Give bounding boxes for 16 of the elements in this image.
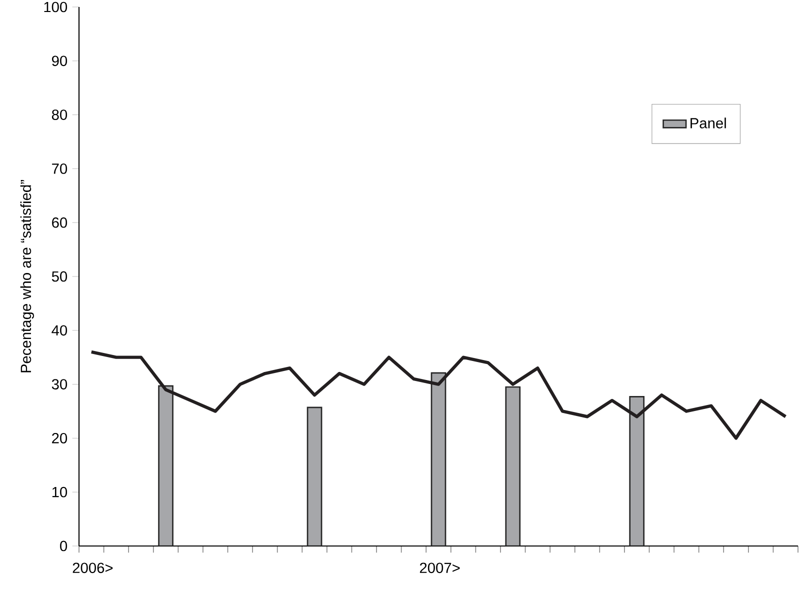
y-tick-label: 10 (52, 486, 68, 498)
y-tick-label: 50 (52, 271, 68, 282)
y-tick-label: 60 (52, 217, 68, 228)
y-tick-label: 90 (52, 56, 68, 66)
legend-label: Panel (690, 118, 726, 128)
y-tick-label: 0 (60, 540, 68, 552)
y-axis-title: Pecentage who are “satisfied” (20, 180, 34, 372)
bar (306, 406, 322, 546)
y-tick-label: 100 (44, 2, 68, 12)
y-tick-label: 20 (52, 433, 68, 444)
y-tick-label: 40 (52, 325, 68, 336)
x-tick-label: 2007> (420, 562, 460, 574)
y-tick-label: 70 (52, 164, 68, 174)
y-tick-label: 80 (52, 110, 68, 120)
y-tick-label: 30 (52, 379, 68, 390)
x-tick-label: 2006> (72, 562, 113, 574)
